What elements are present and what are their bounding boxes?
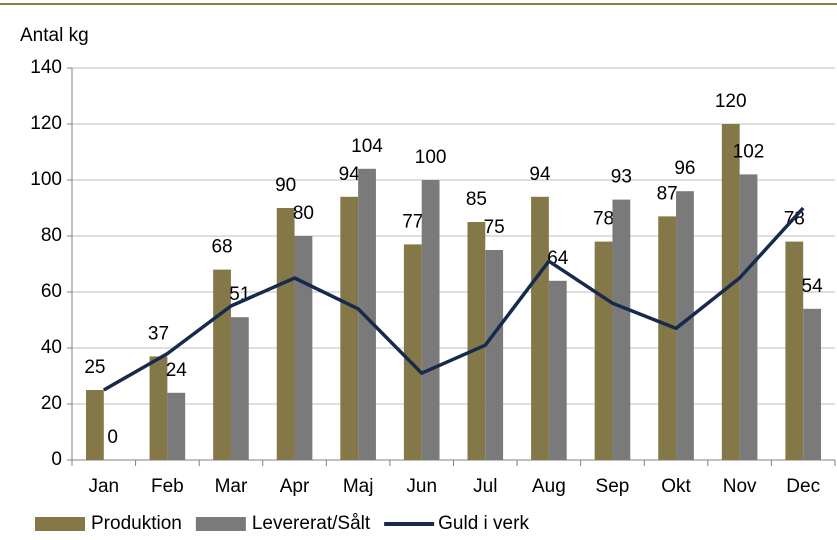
data-label: 80: [293, 203, 314, 224]
x-tick-label: Aug: [532, 476, 566, 497]
bar: [548, 280, 567, 460]
y-tick-label: 40: [41, 337, 62, 358]
bar: [230, 317, 249, 460]
bar: [149, 356, 168, 460]
bar: [213, 269, 231, 460]
x-tick-label: Mar: [215, 476, 248, 497]
data-label: 0: [107, 427, 118, 448]
legend-label: Levererat/Sålt: [252, 513, 371, 534]
line-series: [102, 206, 805, 392]
bar: [721, 124, 740, 460]
bar: [785, 241, 804, 460]
bar: [676, 191, 694, 460]
data-label: 90: [275, 175, 296, 196]
bar: [167, 392, 186, 460]
bar: [467, 222, 486, 460]
y-axis-label: Antal kg: [20, 25, 89, 46]
x-tick-label: Sep: [596, 476, 630, 497]
data-label: 85: [466, 189, 487, 210]
y-tick-label: 0: [51, 449, 62, 470]
legend-swatch: [35, 517, 85, 531]
y-tick-label: 100: [30, 169, 62, 190]
data-label: 24: [166, 360, 188, 381]
data-label: 77: [402, 211, 423, 232]
data-label: 37: [148, 323, 169, 344]
bar: [85, 390, 104, 460]
x-tick-label: Feb: [151, 476, 184, 497]
y-tick-label: 20: [41, 393, 62, 414]
bar: [739, 174, 758, 460]
x-tick-label: Jul: [473, 476, 497, 497]
data-label: 96: [674, 158, 695, 179]
data-label: 120: [715, 91, 747, 112]
y-tick-label: 60: [41, 281, 62, 302]
x-tick-label: Dec: [786, 476, 820, 497]
x-tick-label: Nov: [723, 476, 757, 497]
bar: [358, 168, 376, 461]
x-tick-label: Apr: [280, 476, 310, 497]
bar: [340, 196, 359, 461]
x-tick-label: Jan: [88, 476, 119, 497]
legend-swatch: [195, 517, 246, 531]
data-label: 104: [351, 136, 383, 157]
legend-label: Produktion: [91, 513, 182, 534]
x-tick-label: Okt: [661, 476, 691, 497]
bar: [612, 199, 631, 460]
bar: [421, 180, 440, 460]
y-tick-label: 120: [30, 113, 62, 134]
bar: [403, 244, 422, 460]
bar: [276, 208, 295, 460]
legend-label: Guld i verk: [438, 513, 529, 534]
data-label: 94: [529, 164, 551, 185]
bar: [531, 196, 549, 461]
bar: [658, 216, 677, 460]
data-label: 100: [415, 147, 447, 168]
data-label: 78: [593, 209, 614, 230]
data-label: 54: [802, 276, 824, 297]
y-tick-label: 80: [41, 225, 62, 246]
bar: [803, 308, 822, 460]
data-label: 75: [484, 217, 505, 238]
bar: [294, 236, 313, 460]
x-tick-label: Jun: [406, 476, 437, 497]
x-tick-label: Maj: [343, 476, 374, 497]
bar: [485, 250, 504, 460]
data-label: 25: [84, 357, 105, 378]
data-label: 68: [211, 237, 232, 258]
data-label: 87: [657, 183, 678, 204]
data-label: 93: [611, 167, 632, 188]
data-label: 94: [339, 164, 361, 185]
data-label: 102: [733, 141, 765, 162]
bar: [594, 241, 613, 460]
y-tick-label: 140: [30, 57, 62, 78]
